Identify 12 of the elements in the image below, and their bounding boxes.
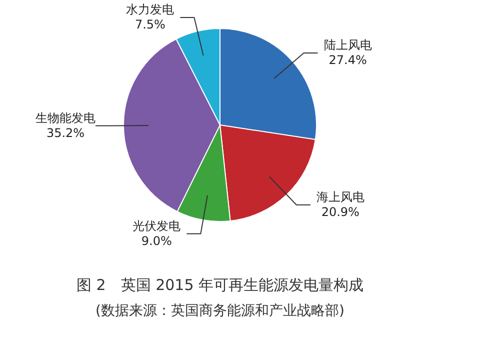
slice-label: 生物能发电 [36, 110, 96, 125]
data-label: 7.5% [134, 18, 166, 32]
data-label: 9.0% [141, 234, 172, 248]
slice-label: 海上风电 [316, 190, 364, 204]
slice-label: 水力发电 [126, 2, 174, 17]
slice-label: 光伏发电 [132, 218, 181, 233]
data-label: 27.4% [328, 53, 367, 68]
slice-label: 陆上风电 [324, 38, 372, 52]
text: (数据来源：英国商务能源和产业战略部) [94, 302, 346, 320]
text: 图 2 英国 2015 年可再生能源发电量构成 [75, 276, 365, 295]
data-label: 20.9% [321, 204, 360, 219]
data-label: 35.2% [46, 126, 85, 140]
